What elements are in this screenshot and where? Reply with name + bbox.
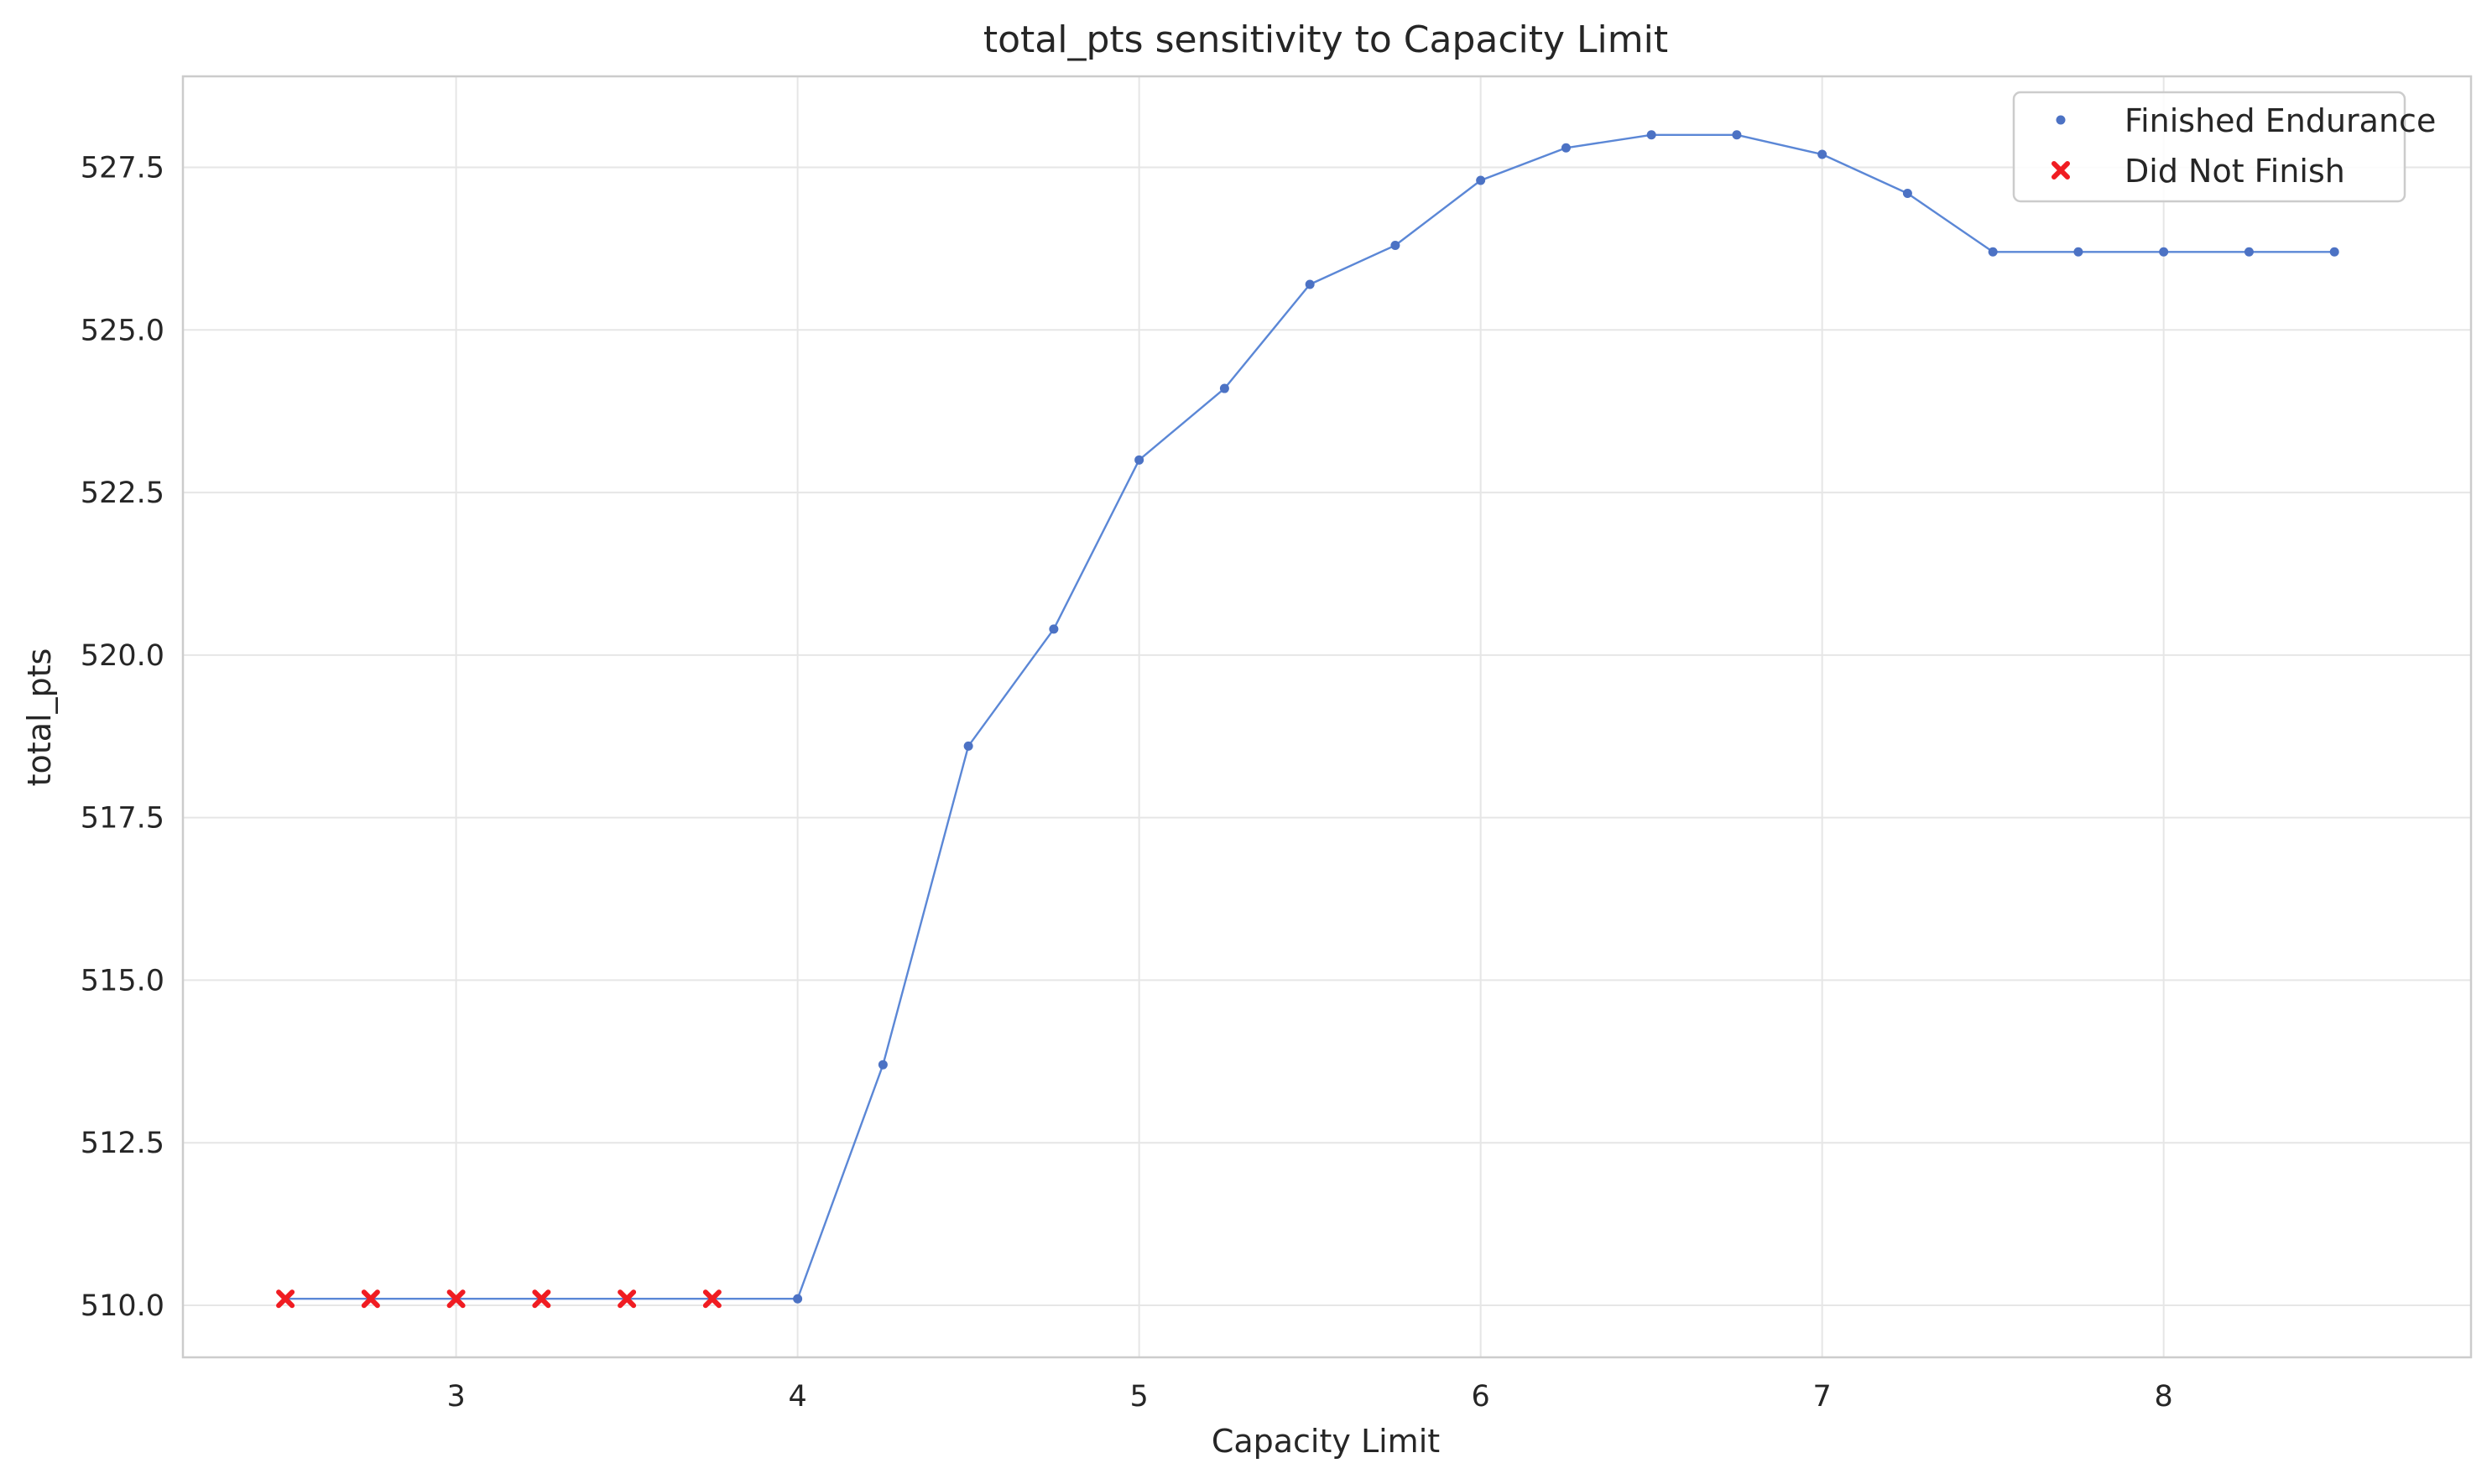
finished-point — [793, 1294, 803, 1304]
finished-point — [963, 741, 973, 751]
x-tick-label: 5 — [1130, 1380, 1149, 1414]
dnf-point — [618, 1289, 637, 1309]
y-tick-label: 510.0 — [81, 1289, 164, 1323]
plot-background — [183, 76, 2471, 1357]
dnf-point — [361, 1289, 380, 1309]
legend-marker-dnf — [2051, 161, 2070, 180]
dnf-point — [702, 1289, 722, 1309]
y-tick-label: 527.5 — [81, 152, 164, 185]
legend-label-finished: Finished Endurance — [2124, 102, 2436, 139]
y-tick-label: 512.5 — [81, 1127, 164, 1160]
finished-point — [1988, 247, 1998, 257]
finished-point — [1049, 624, 1059, 634]
x-tick-label: 4 — [788, 1380, 806, 1414]
legend: Finished Endurance Did Not Finish — [2012, 91, 2436, 203]
finished-point — [2159, 247, 2169, 257]
x-tick-label: 7 — [1813, 1380, 1832, 1414]
finished-point — [1476, 175, 1486, 185]
y-tick-label: 517.5 — [81, 802, 164, 836]
finished-point — [1732, 130, 1742, 140]
finished-point — [1390, 241, 1400, 251]
finished-point — [1305, 279, 1315, 289]
y-tick-label: 520.0 — [81, 639, 164, 673]
dnf-point — [446, 1289, 466, 1309]
finished-point — [1561, 143, 1571, 153]
finished-point — [1134, 455, 1144, 465]
y-tick-labels: 510.0 512.5 515.0 517.5 520.0 522.5 525.0 527.5 — [81, 152, 164, 1323]
legend-marker-finished — [2056, 115, 2066, 125]
legend-label-dnf: Did Not Finish — [2124, 153, 2345, 190]
y-axis-label: total_pts — [21, 648, 58, 787]
plot-frame — [181, 75, 2473, 1359]
finished-point — [2244, 247, 2254, 257]
finished-point — [1817, 149, 1827, 159]
finished-point — [2073, 247, 2083, 257]
chart-title: total_pts sensitivity to Capacity Limit — [983, 18, 1668, 61]
x-tick-label: 3 — [446, 1380, 465, 1414]
dnf-point — [276, 1289, 295, 1309]
finished-point — [2329, 247, 2339, 257]
finished-point — [1902, 189, 1912, 199]
dnf-point — [532, 1289, 551, 1309]
data-markers — [276, 130, 2339, 1309]
x-tick-label: 8 — [2155, 1380, 2173, 1414]
x-tick-labels: 3 4 5 6 7 8 — [446, 1380, 2172, 1414]
y-tick-label: 515.0 — [81, 964, 164, 997]
finished-point — [878, 1060, 888, 1070]
y-tick-label: 522.5 — [81, 476, 164, 510]
finished-point — [1219, 383, 1229, 393]
finished-point — [1646, 130, 1656, 140]
legend-box — [2012, 91, 2406, 203]
x-axis-label: Capacity Limit — [1212, 1423, 1440, 1460]
y-tick-label: 525.0 — [81, 314, 164, 347]
x-tick-label: 6 — [1472, 1380, 1490, 1414]
